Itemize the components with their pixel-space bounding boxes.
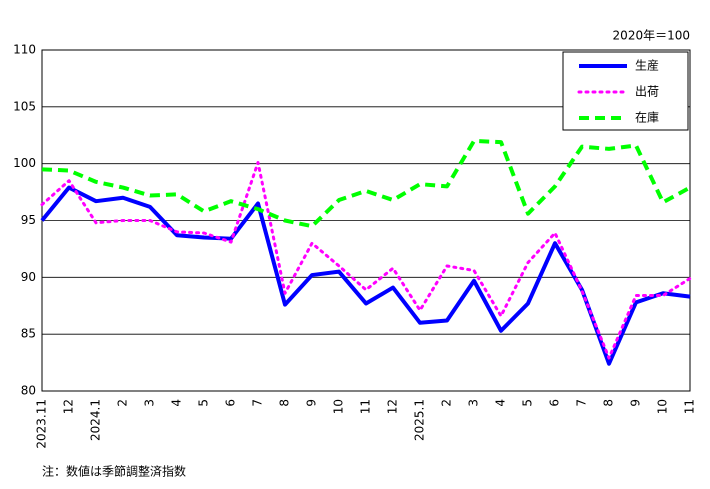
x-tick-label: 7 [575, 399, 589, 407]
x-tick-label: 8 [278, 399, 292, 407]
x-tick-label: 6 [224, 399, 238, 407]
x-tick-label: 2024.1 [89, 399, 103, 441]
legend-label: 在庫 [635, 111, 659, 125]
y-tick-label: 80 [21, 384, 36, 398]
legend-label: 生産 [635, 58, 659, 73]
legend-label: 出荷 [635, 85, 659, 99]
unit-note: 2020年＝100 [613, 29, 690, 43]
x-tick-label: 10 [656, 399, 670, 414]
x-tick-label: 6 [548, 399, 562, 407]
x-tick-label: 11 [359, 399, 373, 414]
x-tick-label: 3 [143, 399, 157, 407]
x-tick-label: 9 [305, 399, 319, 407]
series-line [40, 185, 691, 366]
x-tick-label: 12 [62, 399, 76, 414]
y-tick-label: 95 [21, 213, 36, 227]
x-tick-label: 10 [332, 399, 346, 414]
x-tick-label: 2 [440, 399, 454, 407]
x-tick-label: 2025.1 [413, 399, 427, 441]
series-line [40, 161, 692, 360]
x-tick-label: 5 [197, 399, 211, 407]
x-tick-label: 3 [467, 399, 481, 407]
footnote: 注：数値は季節調整済指数 [42, 464, 186, 479]
x-tick-label: 4 [494, 399, 508, 407]
x-tick-label: 8 [602, 399, 616, 407]
x-tick-label: 12 [386, 399, 400, 414]
x-tick-label: 2023.11 [35, 399, 49, 449]
y-tick-label: 85 [21, 327, 36, 341]
x-tick-label: 5 [521, 399, 535, 407]
x-tick-label: 11 [683, 399, 697, 414]
x-tick-label: 9 [629, 399, 643, 407]
y-tick-label: 100 [13, 156, 36, 170]
series-line [41, 138, 691, 229]
x-tick-label: 2 [116, 399, 130, 407]
x-tick-label: 7 [251, 399, 265, 407]
y-tick-label: 110 [13, 43, 36, 57]
y-tick-label: 105 [13, 99, 36, 113]
y-tick-label: 90 [21, 270, 36, 284]
x-tick-label: 4 [170, 399, 184, 407]
